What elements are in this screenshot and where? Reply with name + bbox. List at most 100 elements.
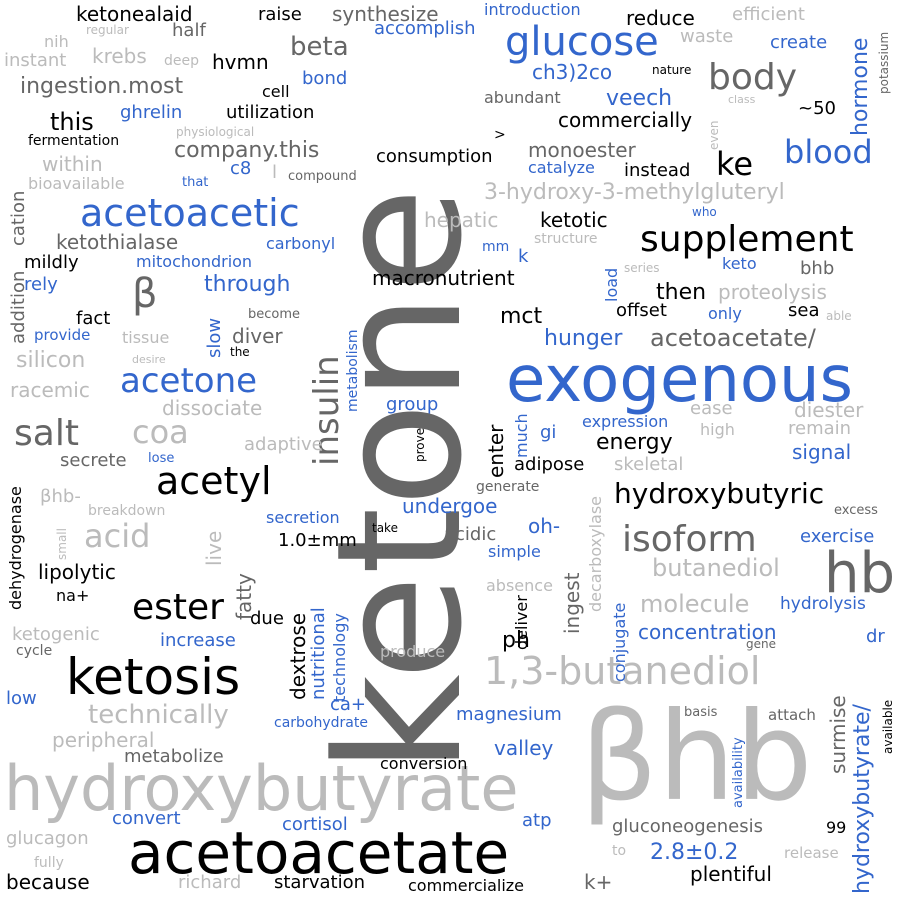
cloud-word-cortisol: cortisol [282,814,348,835]
cloud-word-beta: beta [290,32,349,62]
cloud-word-supplement: supplement [640,219,854,260]
cloud-word-utilization: utilization [226,102,315,123]
cloud-word-hvmn: hvmn [212,50,269,74]
cloud-word-low: low [6,688,37,709]
cloud-word-undergoe: undergoe [402,494,498,518]
cloud-word-excess: excess [834,503,878,518]
cloud-word-proteolysis: proteolysis [718,280,827,304]
cloud-word-gluconeogenesis: gluconeogenesis [612,816,763,837]
cloud-word-prove: prove [413,427,427,462]
cloud-word-signal: signal [792,440,852,464]
cloud-word-introduction: introduction [484,0,581,19]
cloud-word-release: release [784,844,839,862]
cloud-word-ch3-2co: ch3)2co [532,60,613,84]
cloud-word-synthesize: synthesize [332,2,439,26]
cloud-word-instead: instead [624,160,691,181]
cloud-word-acetoacetate-slash: acetoacetate/ [650,324,816,352]
cloud-word-diester: diester [794,398,864,422]
cloud-word-cation: cation [8,190,29,246]
cloud-word-secrete: secrete [60,450,127,471]
cloud-word-diver: diver [232,324,283,348]
cloud-word-starvation: starvation [274,872,366,893]
cloud-word-approx-50: ~50 [798,98,836,119]
cloud-word-much: much [512,413,531,458]
cloud-word-load: load [602,267,621,302]
cloud-word-carbonyl: carbonyl [266,234,336,253]
cloud-word-2-8-0-2: 2.8±0.2 [650,840,739,865]
cloud-word-desire: desire [132,353,166,366]
cloud-word-nature: nature [652,63,692,77]
cloud-word-accomplish: accomplish [374,18,476,39]
cloud-word-valley: valley [494,736,554,760]
cloud-word-the: the [230,345,250,359]
cloud-word-molecule: molecule [640,590,750,618]
cloud-word-half: half [172,20,206,41]
cloud-word-dextrose: dextrose [286,612,310,700]
cloud-word-veech: veech [606,86,673,111]
cloud-word-richard: richard [178,872,242,893]
cloud-word-ke: ke [716,145,754,183]
cloud-word-silicon: silicon [16,348,86,373]
cloud-word-mm: mm [482,239,510,255]
cloud-word-small: small [55,528,69,560]
cloud-word-acid: acid [84,517,151,555]
cloud-word-butanediol-13: 1,3-butanediol [484,649,761,693]
cloud-word-bond: bond [302,68,348,89]
cloud-word-lose: lose [148,451,175,466]
cloud-word-acidic: acidic [444,524,497,545]
cloud-word-conjugate: conjugate [610,602,629,682]
cloud-word-ketogenic: ketogenic [12,624,100,645]
cloud-word-series: series [624,261,660,275]
cloud-word-within: within [42,152,103,176]
cloud-word-hydroxybutyrate: hydroxybutyrate [4,752,519,825]
cloud-word-that: that [182,175,209,190]
cloud-word-acetone: acetone [120,361,258,401]
cloud-word-krebs: krebs [92,44,147,68]
cloud-word-butanediol: butanediol [652,554,780,582]
cloud-word-simple: simple [488,542,541,561]
cloud-word-metabolism: metabolism [345,329,361,412]
cloud-word-breakdown: breakdown [88,503,166,519]
cloud-word-gi: gi [540,422,557,443]
cloud-word-exogenous: exogenous [506,343,853,417]
cloud-word-reduce: reduce [626,6,695,30]
cloud-word-ingest: ingest [560,572,584,635]
cloud-word-hydrolysis: hydrolysis [780,594,866,614]
cloud-word-commercially: commercially [558,108,693,132]
cloud-word-l: l [272,162,278,183]
cloud-word-through: through [204,272,291,297]
cloud-word-cycle: cycle [16,643,53,659]
cloud-word-c8: c8 [230,158,252,179]
cloud-word-conversion: conversion [380,754,468,773]
cloud-word-who: who [692,205,717,219]
cloud-word-ca-plus: ca+ [330,694,367,715]
cloud-word-produce: produce [380,642,446,661]
cloud-word-absence: absence [486,576,553,595]
cloud-word-hydroxybutyric: hydroxybutyric [614,477,825,510]
cloud-word-due: due [250,608,284,629]
cloud-word-mct: mct [500,304,543,329]
cloud-word-company-this: company.this [174,138,320,163]
cloud-word-slow: slow [204,317,225,358]
cloud-word-able: able [826,309,852,323]
cloud-word-hepatic: hepatic [424,208,499,232]
cloud-word-catalyze: catalyze [528,158,595,177]
cloud-word-ingestion-most: ingestion.most [20,74,184,99]
cloud-word-ghrelin: ghrelin [120,102,183,123]
cloud-word-glucose: glucose [505,19,659,65]
cloud-word-deep: deep [164,53,199,69]
cloud-word-consumption: consumption [376,146,493,167]
cloud-word-metabolize: metabolize [124,746,224,767]
cloud-word-lipolytic: lipolytic [38,560,116,584]
cloud-word-ketosis: ketosis [66,648,241,706]
cloud-word-exercise: exercise [800,526,875,547]
cloud-word-cell: cell [262,82,290,101]
cloud-word-enter: enter [484,424,508,478]
cloud-word-live: live [202,530,226,566]
cloud-word-k: k [518,246,529,267]
cloud-word-hydroxybutyrate-slash: hydroxybutyrate/ [850,704,875,894]
cloud-word-potassium: potassium [877,31,891,94]
cloud-word-k-plus: k+ [584,870,613,894]
cloud-word-atp: atp [522,810,552,831]
